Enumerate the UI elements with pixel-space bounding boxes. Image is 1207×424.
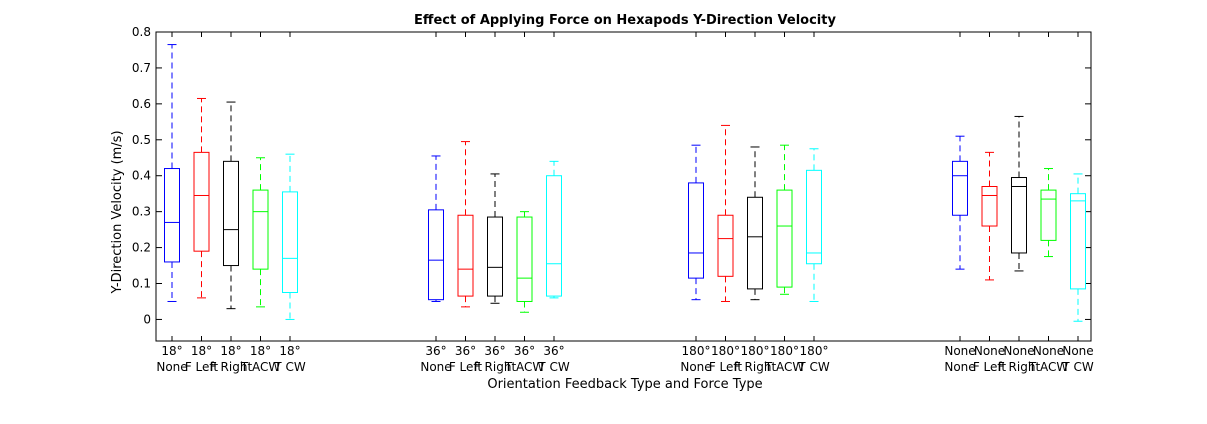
- box-1-2: [487, 173, 503, 304]
- x-tick-label-orientation: 36°: [543, 344, 564, 358]
- x-tick-label-orientation: None: [974, 344, 1005, 358]
- y-tick-label: 0.2: [132, 241, 151, 255]
- box-2-0: [688, 144, 704, 301]
- box-0-1: [193, 97, 210, 299]
- x-tick-label-force: F Left: [185, 360, 219, 374]
- box-1-1: [457, 141, 474, 308]
- x-tick-label-orientation: 36°: [484, 344, 505, 358]
- x-tick-label-force: T ACW: [1028, 360, 1069, 374]
- box-rect: [688, 182, 704, 279]
- box-rect: [164, 168, 180, 263]
- box-2-1: [717, 124, 734, 302]
- x-tick-label-force: T CW: [1061, 360, 1094, 374]
- y-tick-label: 0.5: [132, 133, 151, 147]
- x-tick-label-force: None: [944, 360, 975, 374]
- box-1-4: [546, 160, 562, 299]
- x-tick-label-orientation: 36°: [425, 344, 446, 358]
- box-rect: [193, 151, 210, 252]
- box-3-0: [952, 135, 968, 270]
- box-rect: [487, 216, 503, 297]
- x-tick-label-orientation: 180°: [682, 344, 711, 358]
- box-rect: [1040, 189, 1057, 241]
- x-tick-label-orientation: 18°: [161, 344, 182, 358]
- x-tick-label-orientation: 36°: [455, 344, 476, 358]
- x-tick-label-force: T CW: [273, 360, 306, 374]
- x-tick-label-force: F Left: [973, 360, 1007, 374]
- y-tick-label: 0.1: [132, 277, 151, 291]
- x-tick-label-orientation: 18°: [191, 344, 212, 358]
- x-tick-label-orientation: 18°: [220, 344, 241, 358]
- box-0-3: [252, 157, 269, 308]
- y-tick-label: 0.8: [132, 25, 151, 39]
- box-rect: [1070, 193, 1086, 290]
- box-0-0: [164, 44, 180, 302]
- box-rect: [981, 186, 998, 227]
- box-rect: [516, 216, 533, 302]
- x-tick-label-orientation: 36°: [514, 344, 535, 358]
- x-tick-label-force: F Right: [210, 360, 253, 374]
- box-1-0: [428, 155, 444, 302]
- x-tick-label-force: T ACW: [240, 360, 281, 374]
- box-2-2: [747, 146, 763, 301]
- x-tick-label-orientation: None: [1062, 344, 1093, 358]
- box-rect: [428, 209, 444, 301]
- x-tick-label-force: None: [680, 360, 711, 374]
- x-tick-label-force: F Right: [474, 360, 517, 374]
- box-2-4: [806, 148, 822, 302]
- y-axis-label: Y-Direction Velocity (m/s): [110, 130, 125, 294]
- y-tick-label: 0.3: [132, 205, 151, 219]
- chart-title: Effect of Applying Force on Hexapods Y-D…: [414, 13, 836, 28]
- box-3-2: [1011, 115, 1027, 272]
- box-0-4: [282, 153, 298, 320]
- x-tick-label-force: F Left: [449, 360, 483, 374]
- box-rect: [223, 160, 239, 267]
- box-0-2: [223, 101, 239, 310]
- x-tick-label-orientation: 18°: [250, 344, 271, 358]
- box-rect: [776, 189, 793, 288]
- box-3-4: [1070, 173, 1086, 322]
- x-tick-label-force: T ACW: [764, 360, 805, 374]
- box-rect: [282, 191, 298, 293]
- x-tick-label-orientation: 18°: [279, 344, 300, 358]
- box-rect: [252, 189, 269, 270]
- box-rect: [546, 175, 562, 297]
- box-1-3: [516, 211, 533, 313]
- x-tick-label-force: F Right: [998, 360, 1041, 374]
- y-tick-label: 0: [143, 312, 151, 326]
- x-tick-label-orientation: None: [944, 344, 975, 358]
- box-3-3: [1040, 168, 1057, 258]
- box-rect: [747, 196, 763, 290]
- x-tick-label-orientation: None: [1003, 344, 1034, 358]
- box-3-1: [981, 151, 998, 281]
- x-tick-label-force: T CW: [797, 360, 830, 374]
- box-rect: [457, 214, 474, 297]
- x-tick-label-orientation: 180°: [741, 344, 770, 358]
- y-tick-label: 0.7: [132, 61, 151, 75]
- boxes-layer: [164, 44, 1086, 322]
- x-tick-label-orientation: None: [1033, 344, 1064, 358]
- x-axis-label: Orientation Feedback Type and Force Type: [487, 377, 762, 392]
- box-rect: [952, 160, 968, 216]
- x-tick-label-force: None: [420, 360, 451, 374]
- x-tick-label-force: None: [156, 360, 187, 374]
- box-2-3: [776, 144, 793, 295]
- plot-frame: [155, 31, 1092, 342]
- y-tick-label: 0.4: [132, 169, 151, 183]
- x-tick-label-force: T CW: [537, 360, 570, 374]
- x-tick-label-orientation: 180°: [711, 344, 740, 358]
- box-rect: [806, 169, 822, 265]
- x-tick-label-orientation: 180°: [770, 344, 799, 358]
- box-rect: [1011, 177, 1027, 254]
- x-tick-label-force: T ACW: [504, 360, 545, 374]
- x-tick-label-force: F Left: [709, 360, 743, 374]
- y-tick-label: 0.6: [132, 97, 151, 111]
- box-rect: [717, 214, 734, 277]
- x-tick-label-force: F Right: [734, 360, 777, 374]
- x-tick-label-orientation: 180°: [800, 344, 829, 358]
